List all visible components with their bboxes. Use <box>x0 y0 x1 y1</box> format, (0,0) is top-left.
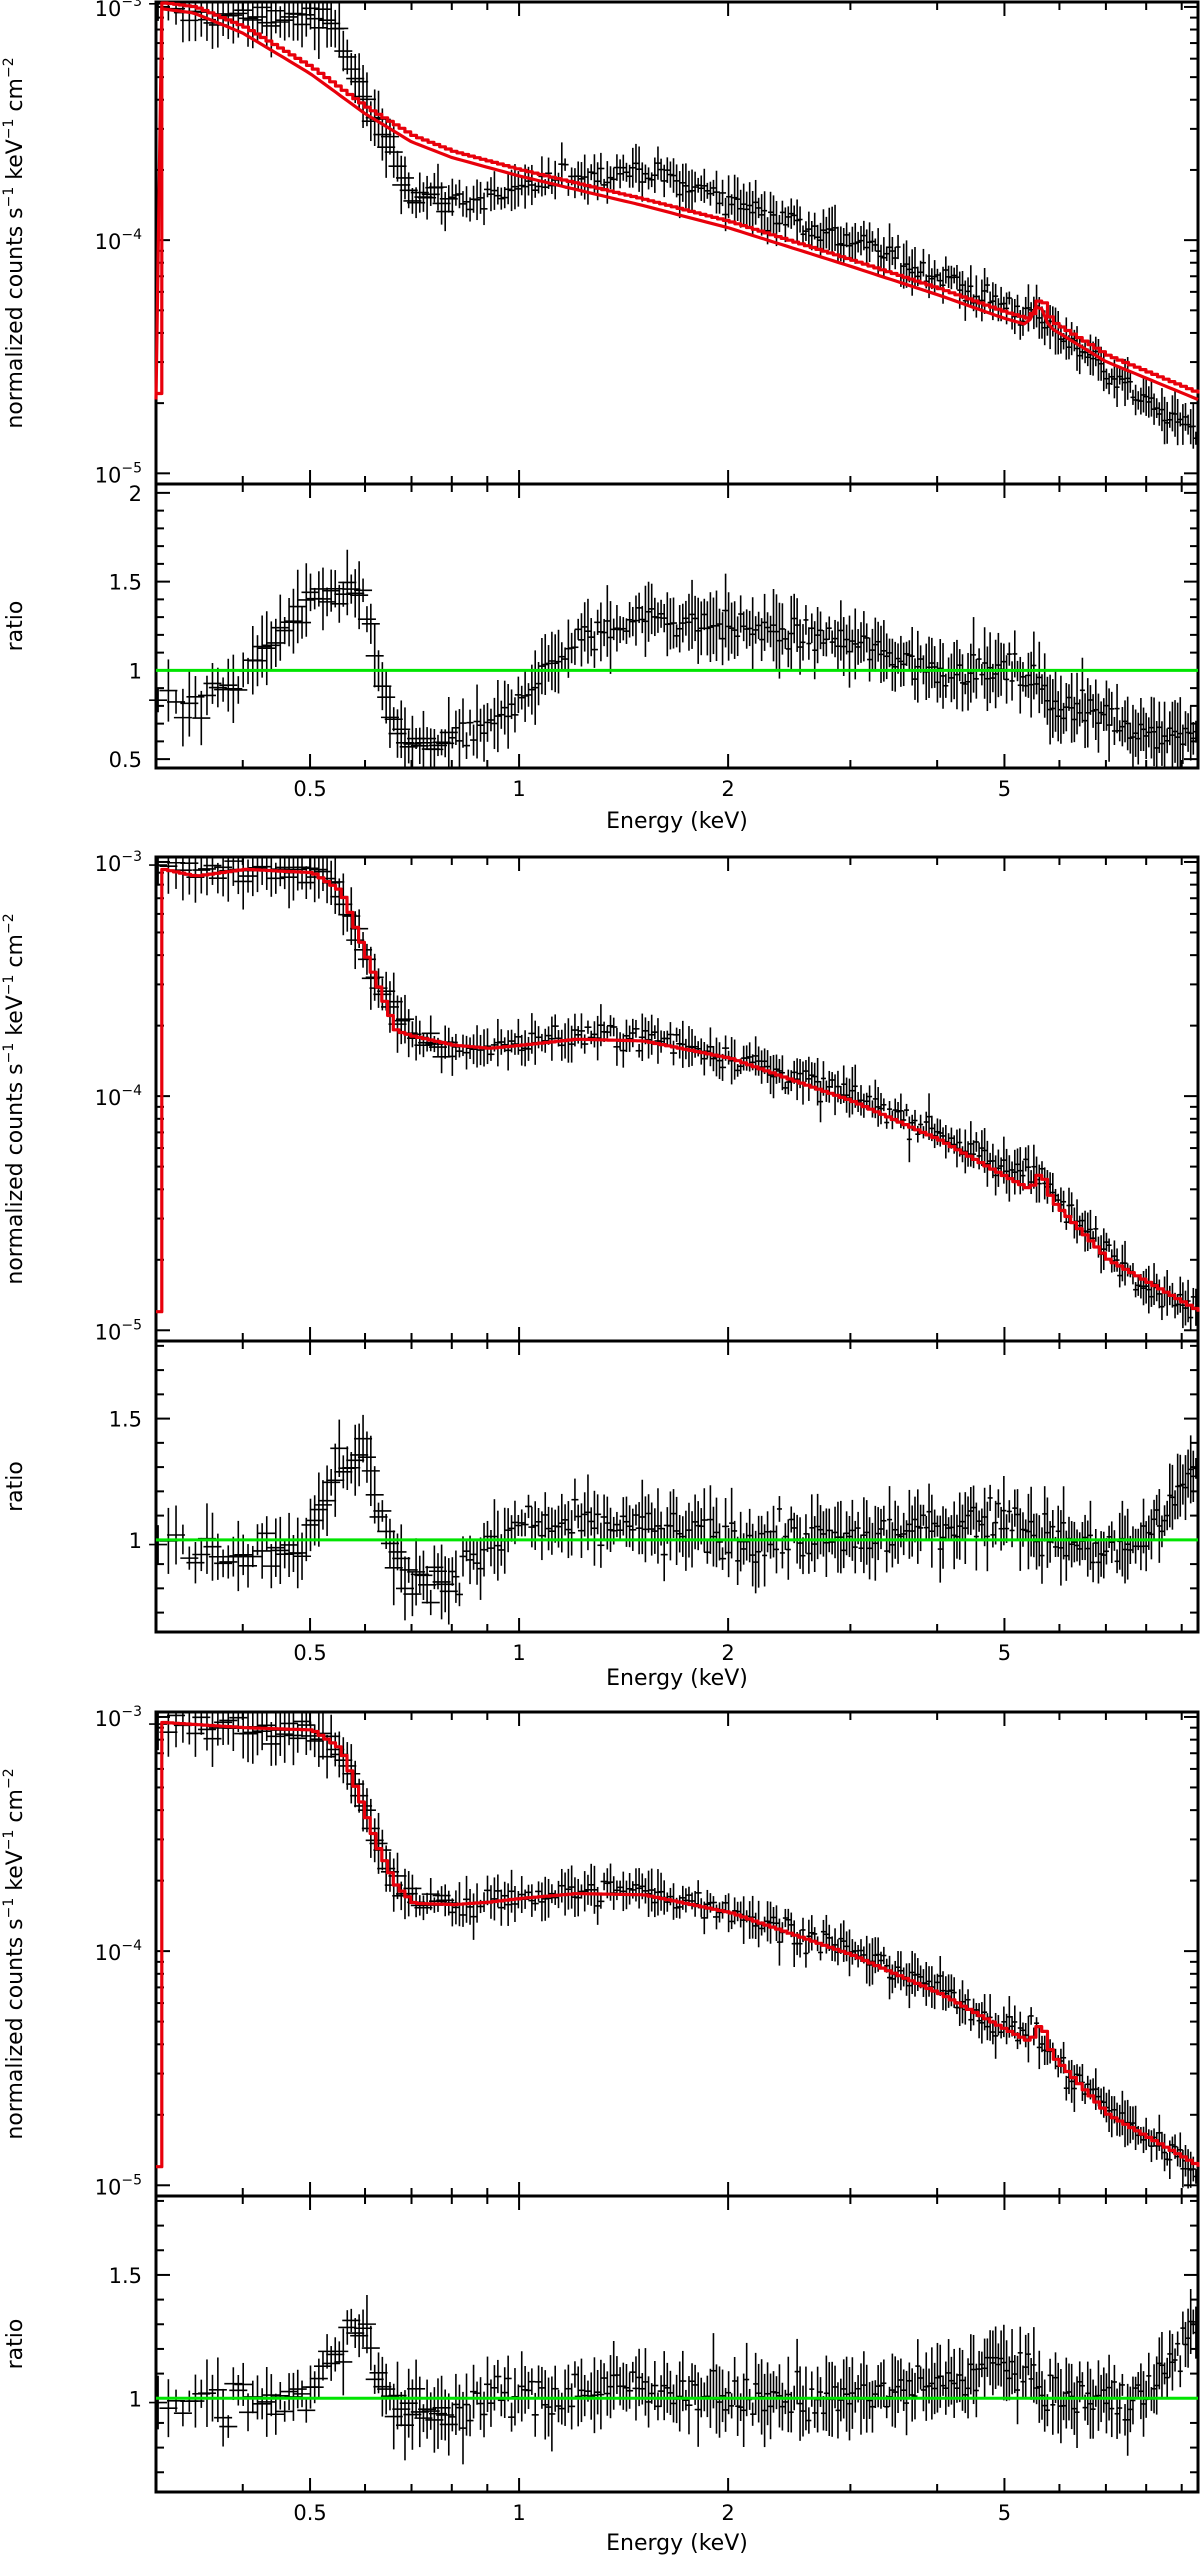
plot-frame <box>154 1710 1200 2198</box>
y-tick-label: 10−4 <box>95 1938 142 1965</box>
y-tick-label: 10−4 <box>95 1083 142 1110</box>
y-tick-label: 2 <box>129 482 142 506</box>
x-tick-label: 2 <box>721 1641 734 1665</box>
x-axis-label: Energy (keV) <box>606 809 748 834</box>
y-tick-label: 10−3 <box>95 0 142 21</box>
plot-frame <box>154 855 1200 1343</box>
y-tick-label: 10−5 <box>95 460 142 487</box>
y-axis-label: ratio <box>3 2319 28 2370</box>
x-tick-label: 1 <box>512 777 525 801</box>
y-axis-label: normalized counts s−1 keV−1 cm−2 <box>1 913 28 1284</box>
x-tick-label: 5 <box>998 1641 1011 1665</box>
y-tick-label: 10−4 <box>95 227 142 254</box>
y-tick-label: 1.5 <box>109 1408 142 1432</box>
y-axis-label: normalized counts s−1 keV−1 cm−2 <box>1 57 28 428</box>
x-tick-label: 0.5 <box>293 777 326 801</box>
x-tick-label: 2 <box>721 2501 734 2525</box>
plot-frame <box>154 2194 1200 2494</box>
y-tick-label: 10−5 <box>95 1317 142 1344</box>
ratio-panel-2: 1 1.5 ratio 0.5 1 2 5 Energy (keV) <box>3 1339 1200 1691</box>
y-axis-label: ratio <box>3 601 28 652</box>
y-tick-label: 1.5 <box>109 2264 142 2288</box>
y-axis-label: normalized counts s−1 keV−1 cm−2 <box>1 1768 28 2139</box>
y-tick-label: 10−5 <box>95 2172 142 2199</box>
x-tick-label: 1 <box>512 1641 525 1665</box>
x-tick-label: 5 <box>998 2501 1011 2525</box>
x-tick-label: 5 <box>998 777 1011 801</box>
ratio-panel-3: 1 1.5 ratio 0.5 1 2 5 Energy (keV) <box>3 2194 1200 2556</box>
y-tick-label: 10−3 <box>95 1704 142 1731</box>
spectrum-panel-3: 10−5 10−4 10−3 normalized counts s−1 keV−1 … <box>1 1704 1200 2199</box>
x-axis-label: Energy (keV) <box>606 1666 748 1691</box>
model-curve <box>156 1720 1200 2169</box>
x-tick-label: 0.5 <box>293 2501 326 2525</box>
y-tick-label: 1 <box>129 2387 142 2411</box>
x-axis-label: Energy (keV) <box>606 2531 748 2556</box>
model-curve-second <box>154 7 1199 401</box>
plot-frame <box>154 1339 1200 1634</box>
model-curve <box>156 867 1200 1314</box>
y-tick-label: 10−3 <box>95 849 142 876</box>
y-tick-label: 1 <box>129 1529 142 1553</box>
model-curve <box>156 1 1200 396</box>
spectrum-panel-1: 10−5 10−4 10−3 normalized counts s−1 keV−1 … <box>1 0 1200 487</box>
y-axis-label: ratio <box>3 1461 28 1512</box>
ratio-panel-1: 0.5 1 1.5 2 ratio 0.5 1 2 5 Energy (keV) <box>3 482 1200 834</box>
y-tick-label: 1.5 <box>109 571 142 595</box>
y-tick-label: 0.5 <box>109 748 142 772</box>
y-tick-label: 1 <box>129 659 142 683</box>
spectrum-panel-2: 10−5 10−4 10−3 normalized counts s−1 keV−1 … <box>1 849 1200 1344</box>
plot-frame <box>154 482 1200 770</box>
x-tick-label: 2 <box>721 777 734 801</box>
x-tick-label: 1 <box>512 2501 525 2525</box>
x-tick-label: 0.5 <box>293 1641 326 1665</box>
